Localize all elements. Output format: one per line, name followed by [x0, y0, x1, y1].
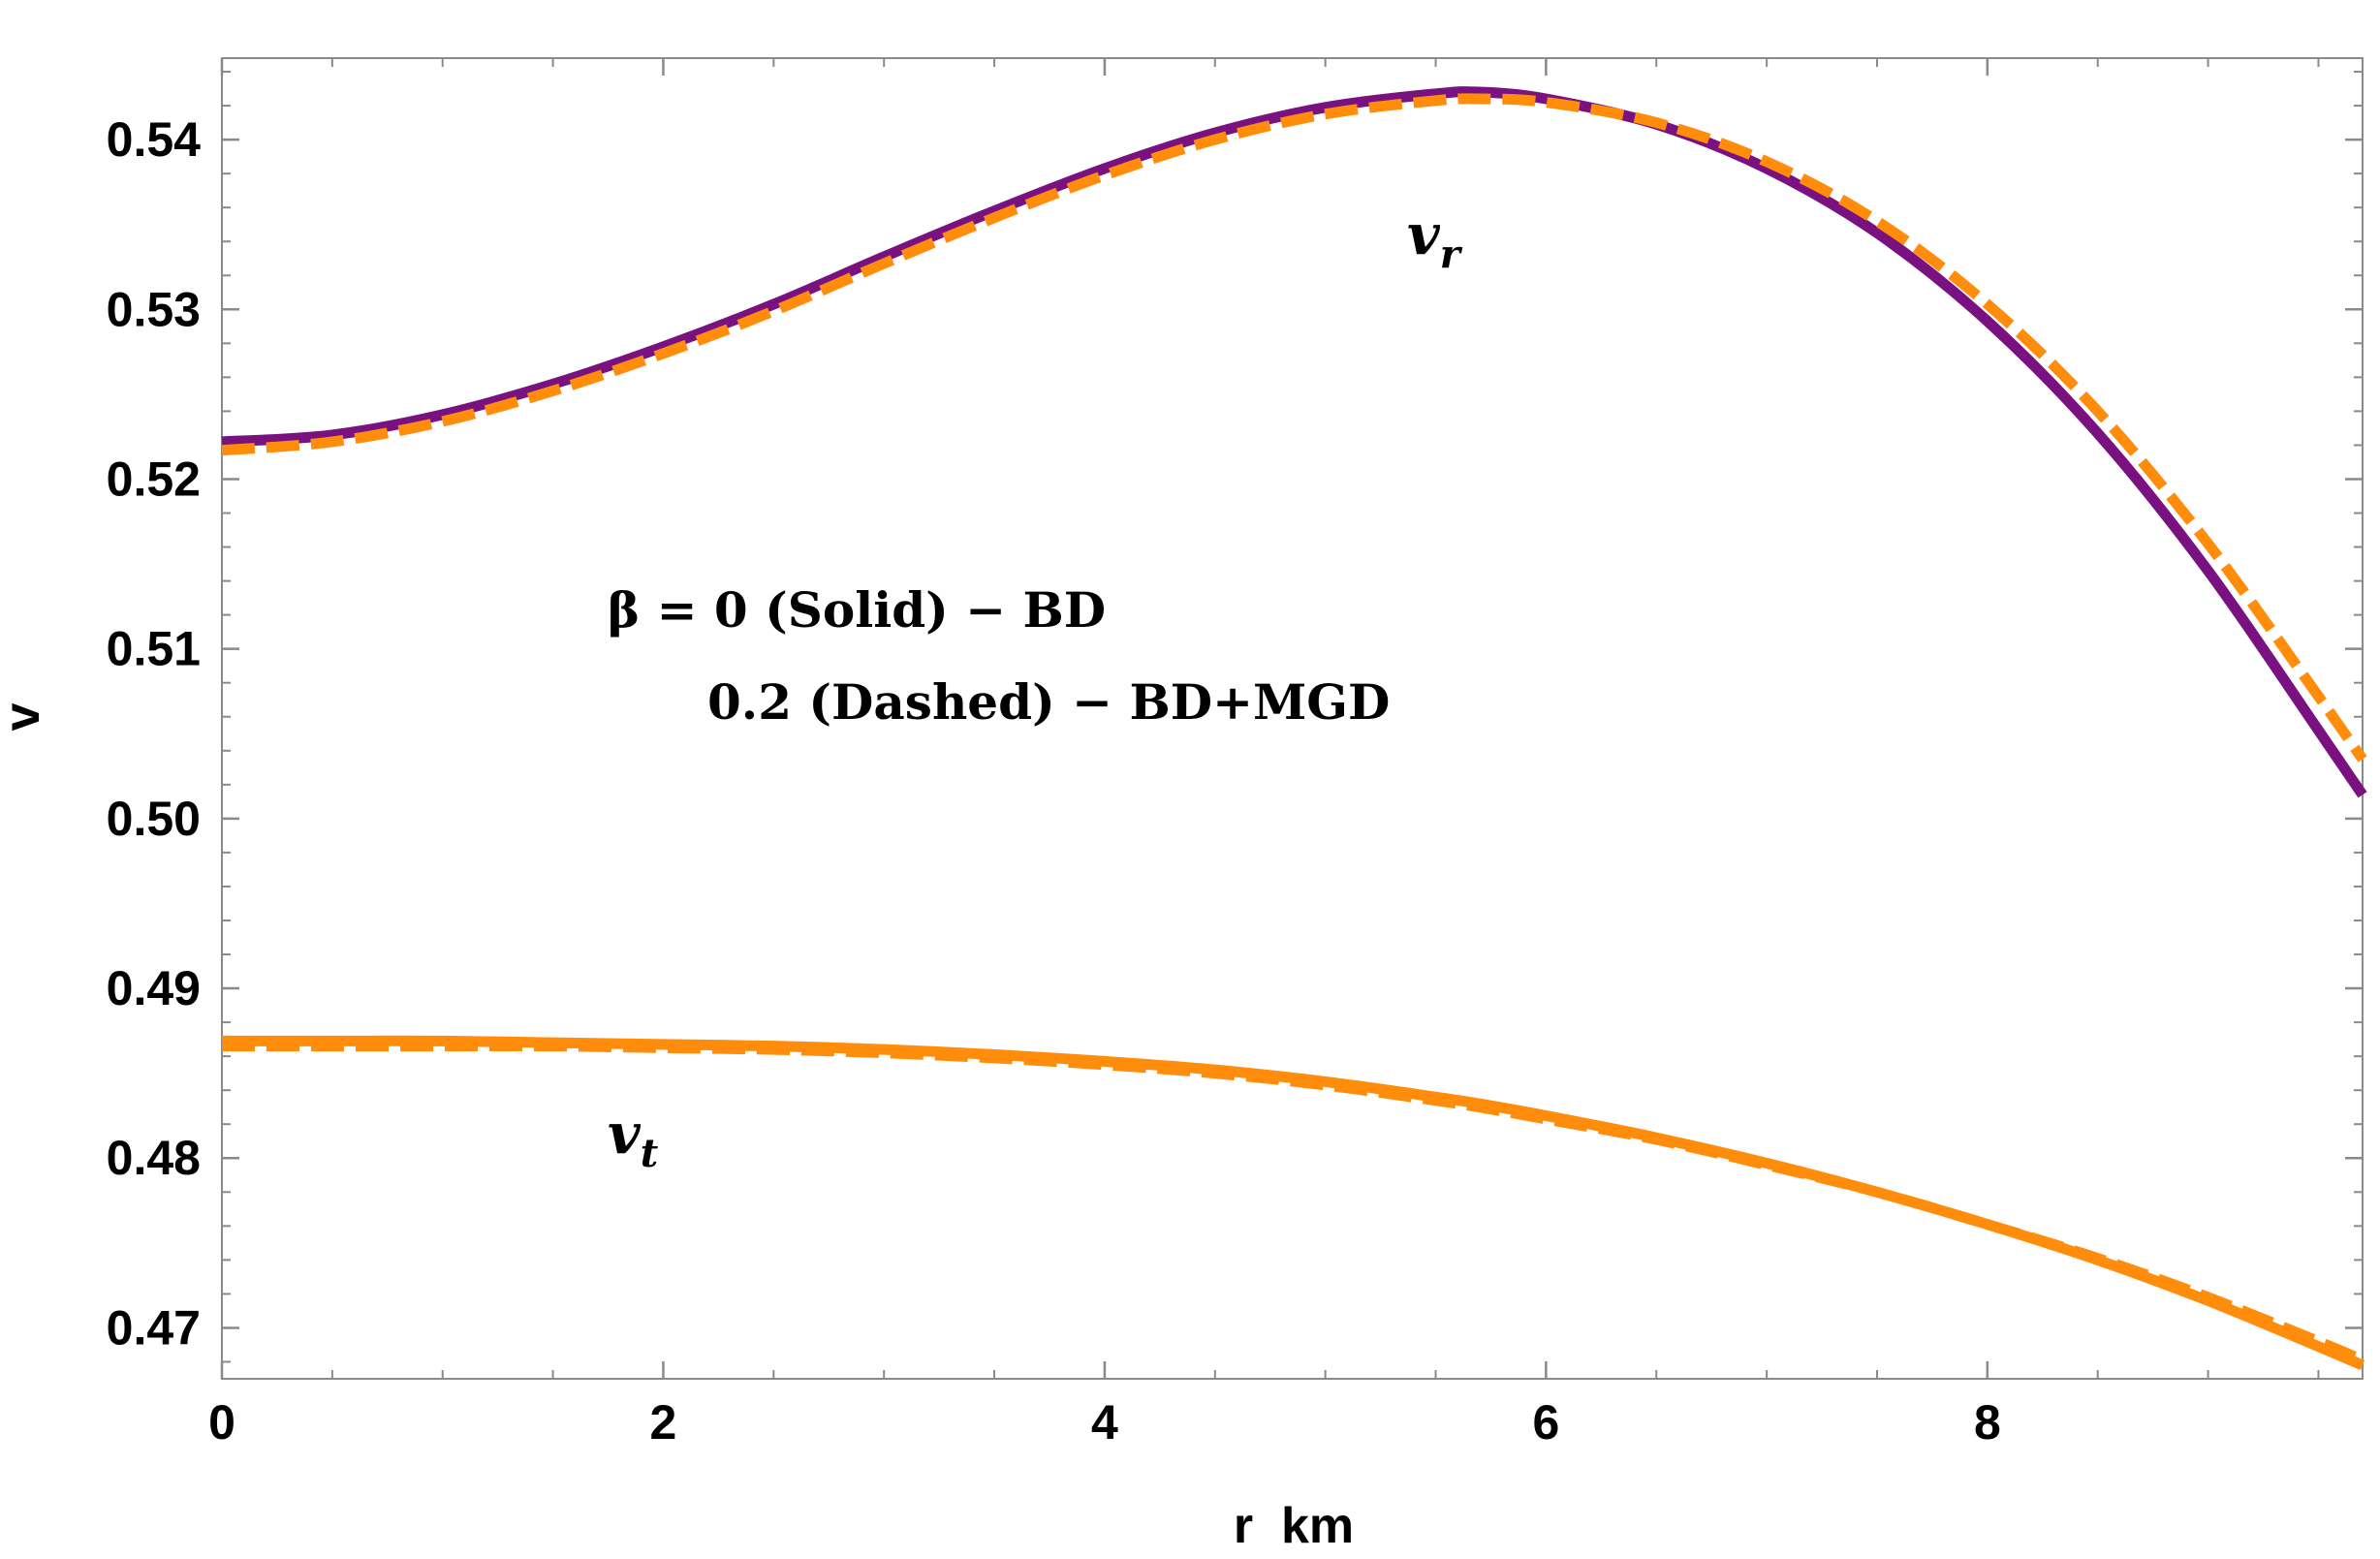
y-axis-label: v	[0, 702, 50, 731]
y-tick-label: 0.52	[107, 452, 201, 506]
series-line-3	[222, 1040, 2365, 1365]
x-axis-label: r km	[1234, 1498, 1354, 1554]
plot-frame	[221, 57, 2364, 1380]
x-tick-labels: 0 2 4 6 8	[208, 1395, 2001, 1450]
x-tick-label: 4	[1091, 1395, 1118, 1450]
y-tick-label: 0.50	[107, 792, 201, 846]
vt-label-sub: t	[641, 1131, 659, 1176]
x-tick-label: 8	[1974, 1395, 2001, 1450]
vt-label-main: v	[608, 1101, 642, 1167]
major-ticks	[220, 58, 2363, 1379]
series-line-0	[221, 86, 2367, 798]
y-tick-labels: 0.47 0.48 0.49 0.50 0.51 0.52 0.53 0.54	[107, 112, 202, 1355]
x-tick-label: 6	[1532, 1395, 1559, 1450]
x-tick-label: 0	[208, 1395, 235, 1450]
x-tick-label: 2	[650, 1395, 677, 1450]
y-tick-label: 0.51	[107, 622, 201, 676]
annotation-beta-dashed: 0.2 (Dashed) − BD+MGD	[707, 673, 1390, 731]
y-tick-label: 0.53	[107, 282, 201, 336]
series-line-1	[221, 93, 2367, 763]
y-tick-label: 0.48	[107, 1131, 201, 1185]
vr-label-sub: r	[1440, 232, 1463, 277]
y-tick-label: 0.54	[107, 112, 202, 167]
y-tick-label: 0.49	[107, 961, 201, 1015]
series-layer	[221, 86, 2367, 1371]
series-line-2	[222, 1035, 2365, 1371]
vr-curve-label: vr	[1407, 202, 1463, 277]
y-tick-label: 0.47	[107, 1300, 201, 1355]
vt-curve-label: vt	[608, 1101, 659, 1176]
vr-label-main: v	[1407, 202, 1441, 267]
annotation-beta-solid: β = 0 (Solid) − BD	[608, 581, 1106, 639]
